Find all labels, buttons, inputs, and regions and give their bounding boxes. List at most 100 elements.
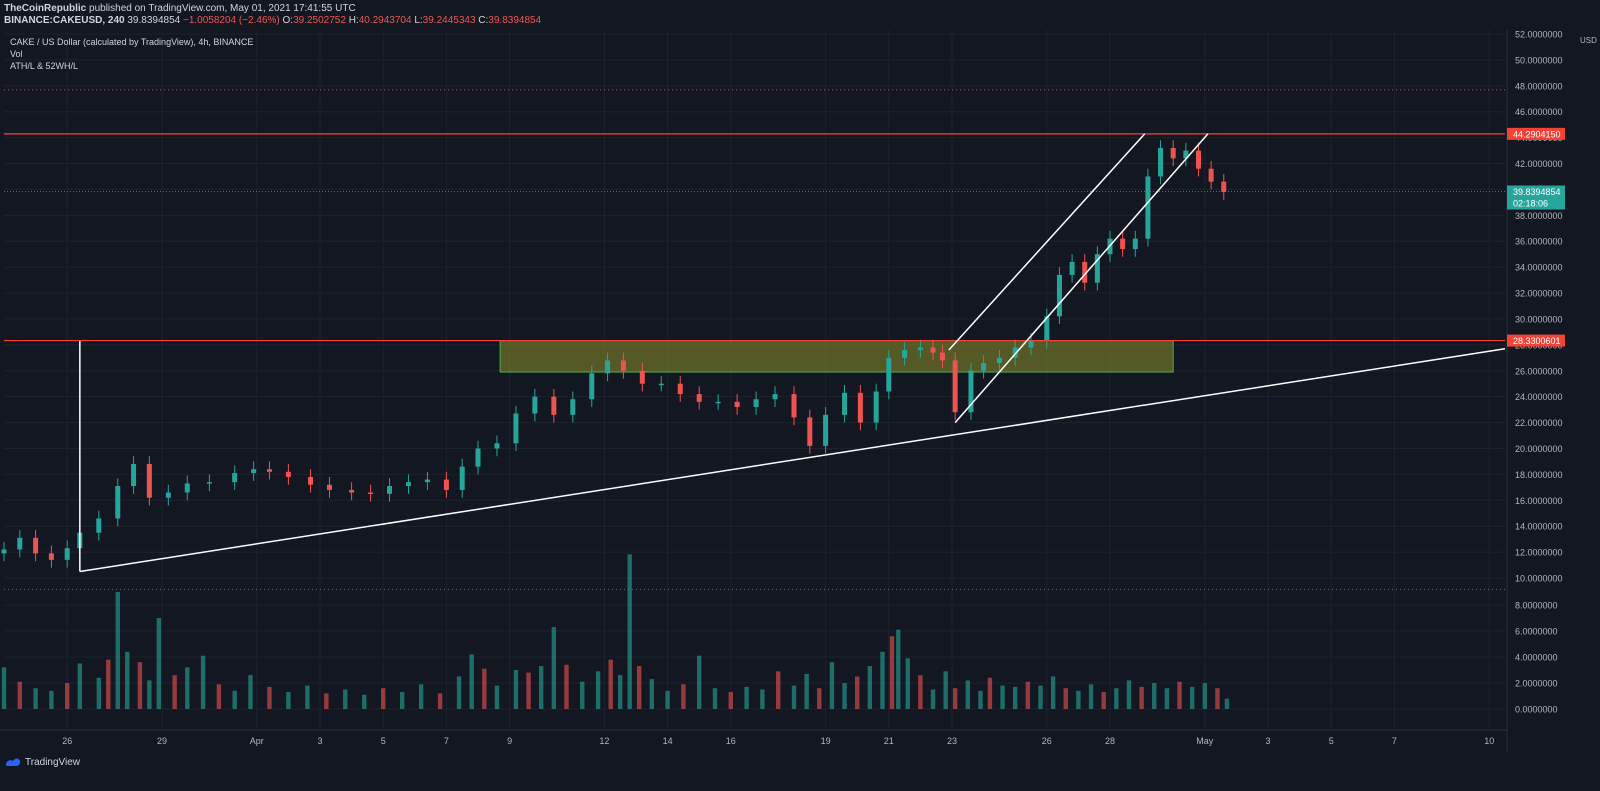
published-info: published on TradingView.com, May 01, 20… (89, 3, 356, 14)
support-zone (499, 340, 1174, 373)
candle-body (513, 413, 519, 444)
candle-body (807, 417, 813, 446)
volume-bar (17, 681, 22, 709)
y-tick-label: 30.0000000 (1515, 314, 1563, 324)
candle-body (753, 399, 759, 408)
publisher-line: TheCoinRepublic published on TradingView… (4, 3, 356, 14)
volume-bar (156, 618, 162, 709)
candle-body (605, 360, 611, 374)
volume-bar (185, 667, 190, 709)
volume-bar (978, 690, 983, 709)
tradingview-brand[interactable]: TradingView (5, 756, 80, 768)
candle-body (734, 401, 740, 408)
volume-bar (77, 663, 83, 709)
y-tick-label: 10.0000000 (1515, 574, 1563, 584)
candle-body (823, 414, 829, 446)
candle-body (996, 357, 1002, 363)
legend-volume[interactable]: Vol (10, 49, 23, 59)
high-label: H: (348, 15, 359, 26)
volume-bar (580, 681, 585, 709)
volume-bar (539, 666, 544, 709)
candle-body (842, 392, 848, 415)
volume-bar (1025, 681, 1031, 709)
tradingview-logo-icon (6, 758, 20, 766)
x-tick-label: 7 (1392, 736, 1397, 746)
candle-body (64, 548, 70, 560)
volume-bar (49, 690, 54, 709)
candle-body (981, 362, 987, 371)
candle-body (115, 486, 121, 519)
y-tick-label: 52.0000000 (1515, 30, 1563, 40)
candle-body (1120, 238, 1126, 250)
candle-body (251, 469, 257, 474)
candle-body (96, 518, 102, 533)
legend-ath-indicator[interactable]: ATH/L & 52WH/L (10, 61, 79, 71)
volume-bar (1076, 690, 1081, 709)
volume-bar (930, 689, 936, 709)
candle-body (1170, 147, 1176, 159)
volume-bar (362, 694, 367, 709)
candle-body (940, 352, 946, 361)
candle-body (17, 537, 23, 550)
y-tick-label: 34.0000000 (1515, 263, 1563, 273)
volume-bar (760, 689, 765, 709)
x-tick-label: 21 (884, 736, 894, 746)
volume-bar (494, 685, 500, 709)
volume-bar (918, 675, 923, 709)
volume-bar (744, 686, 749, 709)
x-tick-label: 23 (947, 736, 957, 746)
volume-bar (943, 671, 948, 709)
volume-bar (343, 689, 348, 709)
y-tick-label: 48.0000000 (1515, 81, 1563, 91)
volume-bar (1139, 686, 1144, 709)
volume-bar (965, 680, 970, 709)
candle-body (1069, 261, 1075, 275)
volume-bar (728, 692, 733, 709)
candle-body (857, 392, 863, 423)
volume-bar (1215, 688, 1220, 709)
x-tick-label: 14 (663, 736, 673, 746)
volume-bar (1152, 683, 1157, 709)
y-tick-label: 6.0000000 (1515, 627, 1558, 637)
x-tick-label: 29 (157, 736, 167, 746)
price-chart[interactable]: 52.000000050.000000048.000000046.0000000… (0, 0, 1600, 752)
author-name[interactable]: TheCoinRepublic (4, 3, 87, 14)
y-tick-label: 24.0000000 (1515, 392, 1563, 402)
y-tick-label: 38.0000000 (1515, 211, 1563, 221)
volume-bar (456, 676, 462, 709)
tradingview-brand-label: TradingView (25, 756, 81, 768)
chart-legend: CAKE / US Dollar (calculated by TradingV… (10, 36, 253, 72)
y-tick-label: 50.0000000 (1515, 55, 1563, 65)
candle-body (532, 396, 538, 414)
x-tick-label: 16 (726, 736, 736, 746)
currency-label: USD (1580, 36, 1597, 45)
y-tick-label: 4.0000000 (1515, 653, 1558, 663)
volume-bar (216, 684, 222, 709)
candle-body (873, 391, 879, 423)
candle-body (266, 469, 272, 472)
candle-body (902, 350, 908, 358)
candle-body (917, 347, 923, 351)
volume-bar (776, 671, 781, 709)
y-tick-label: 12.0000000 (1515, 548, 1563, 558)
candle-body (424, 479, 430, 483)
volume-bar (147, 680, 152, 709)
candle-body (715, 401, 721, 404)
volume-bar (418, 684, 424, 709)
volume-bar (232, 690, 237, 709)
candle-body (968, 370, 974, 413)
legend-symbol[interactable]: CAKE / US Dollar (calculated by TradingV… (10, 37, 254, 47)
candle-body (1132, 238, 1138, 250)
volume-bar (867, 666, 873, 709)
volume-bar (286, 692, 291, 709)
candle-body (405, 482, 411, 487)
volume-bar (1038, 685, 1043, 709)
volume-bar (697, 655, 702, 709)
volume-bar (115, 592, 120, 709)
volume-bar (855, 676, 860, 709)
candle-body (1145, 176, 1151, 239)
candle-body (1044, 316, 1050, 341)
candle-body (349, 489, 355, 493)
candle-body (772, 394, 778, 400)
candle-body (285, 471, 291, 477)
